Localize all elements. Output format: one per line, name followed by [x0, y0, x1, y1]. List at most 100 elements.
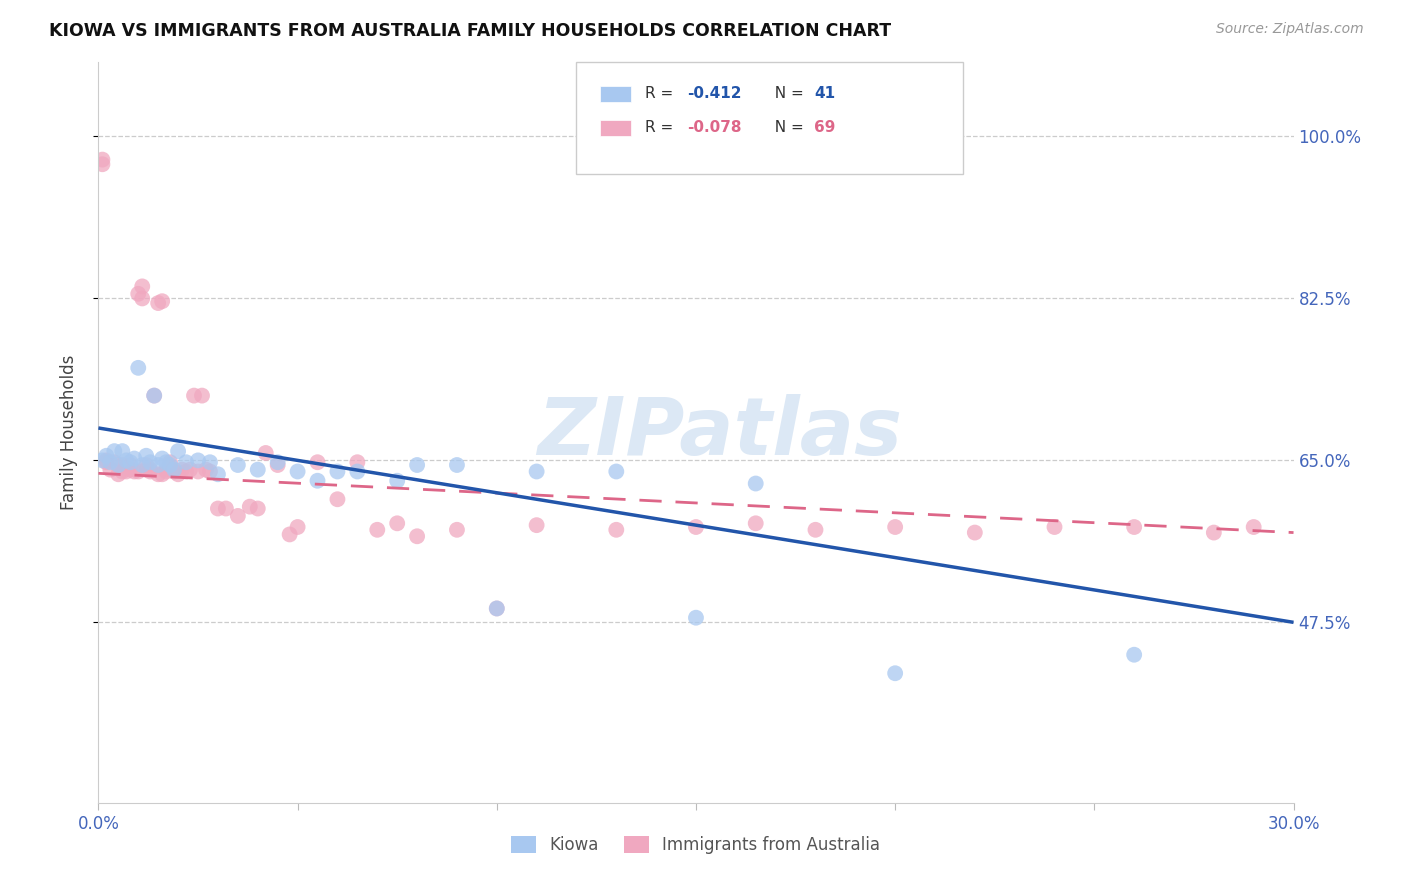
Point	[239, 500, 262, 514]
Point	[195, 462, 218, 476]
Point	[115, 460, 138, 475]
Text: 41: 41	[814, 87, 835, 101]
Point	[131, 458, 153, 472]
Point	[884, 666, 907, 681]
Point	[98, 455, 122, 469]
Point	[1043, 520, 1066, 534]
Text: N =: N =	[765, 120, 808, 135]
Point	[346, 465, 368, 479]
Point	[207, 467, 229, 482]
Point	[139, 462, 162, 476]
Point	[198, 465, 221, 479]
Point	[187, 465, 209, 479]
Point	[143, 389, 166, 403]
Point	[745, 516, 768, 531]
Point	[446, 523, 468, 537]
Point	[485, 601, 508, 615]
Text: Source: ZipAtlas.com: Source: ZipAtlas.com	[1216, 22, 1364, 37]
Point	[605, 465, 627, 479]
Point	[406, 458, 429, 472]
Point	[135, 458, 157, 472]
Point	[884, 520, 907, 534]
Point	[246, 462, 269, 476]
Point	[685, 611, 707, 625]
Point	[307, 474, 329, 488]
Point	[124, 451, 146, 466]
Point	[155, 455, 177, 469]
Point	[148, 296, 170, 310]
Point	[96, 455, 118, 469]
Point	[526, 465, 548, 479]
Point	[148, 458, 170, 472]
Point	[406, 529, 429, 543]
Point	[326, 465, 349, 479]
Text: KIOWA VS IMMIGRANTS FROM AUSTRALIA FAMILY HOUSEHOLDS CORRELATION CHART: KIOWA VS IMMIGRANTS FROM AUSTRALIA FAMIL…	[49, 22, 891, 40]
Point	[366, 523, 388, 537]
Text: 69: 69	[814, 120, 835, 135]
Point	[226, 458, 249, 472]
Text: R =: R =	[645, 120, 679, 135]
Point	[111, 458, 134, 472]
Point	[98, 462, 122, 476]
Point	[159, 458, 181, 472]
Point	[183, 389, 205, 403]
Point	[163, 465, 186, 479]
Point	[385, 516, 409, 531]
Point	[120, 462, 142, 476]
Point	[107, 467, 129, 482]
Point	[163, 462, 186, 476]
Point	[111, 465, 134, 479]
Point	[135, 449, 157, 463]
Point	[1123, 520, 1146, 534]
Text: -0.078: -0.078	[688, 120, 742, 135]
Point	[155, 462, 177, 476]
Point	[287, 520, 309, 534]
Point	[96, 453, 118, 467]
Point	[148, 467, 170, 482]
Point	[159, 455, 181, 469]
Point	[127, 465, 149, 479]
Legend: Kiowa, Immigrants from Australia: Kiowa, Immigrants from Australia	[505, 830, 887, 861]
Point	[446, 458, 468, 472]
Point	[685, 520, 707, 534]
Point	[1123, 648, 1146, 662]
Point	[804, 523, 827, 537]
Point	[385, 474, 409, 488]
Point	[963, 525, 986, 540]
Point	[198, 455, 221, 469]
Point	[131, 292, 153, 306]
Point	[267, 458, 290, 472]
Point	[127, 286, 149, 301]
Point	[150, 467, 173, 482]
Point	[91, 453, 114, 467]
Point	[167, 444, 190, 458]
Point	[143, 389, 166, 403]
Point	[174, 465, 197, 479]
Point	[226, 508, 249, 523]
Point	[139, 455, 162, 469]
Point	[1243, 520, 1265, 534]
Point	[115, 453, 138, 467]
Point	[96, 449, 118, 463]
Point	[326, 492, 349, 507]
Point	[526, 518, 548, 533]
Point	[120, 455, 142, 469]
Point	[307, 455, 329, 469]
Point	[139, 465, 162, 479]
Point	[91, 157, 114, 171]
Point	[167, 467, 190, 482]
Point	[267, 455, 290, 469]
Point	[107, 458, 129, 472]
Point	[172, 462, 194, 476]
Point	[115, 465, 138, 479]
Text: ZIPatlas: ZIPatlas	[537, 393, 903, 472]
Point	[745, 476, 768, 491]
Point	[150, 451, 173, 466]
Point	[135, 462, 157, 476]
Point	[124, 465, 146, 479]
Point	[207, 501, 229, 516]
Point	[215, 501, 238, 516]
Point	[1202, 525, 1225, 540]
Point	[91, 153, 114, 167]
Text: -0.412: -0.412	[688, 87, 742, 101]
